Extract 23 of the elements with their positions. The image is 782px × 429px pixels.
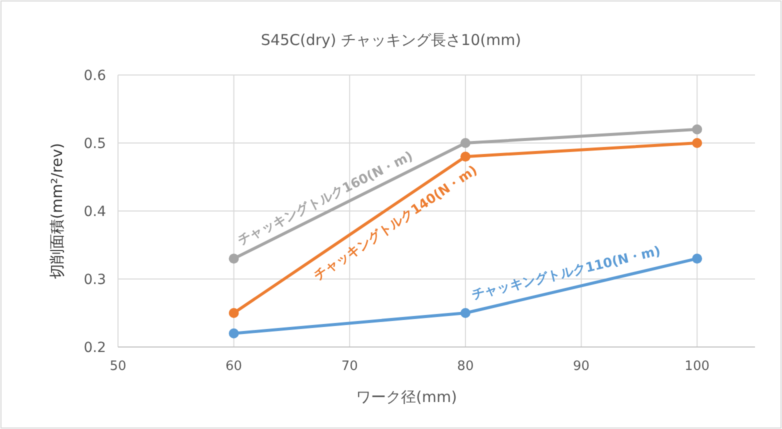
point bbox=[460, 138, 470, 148]
point bbox=[692, 124, 702, 134]
chart-title: S45C(dry) チャッキング長さ10(mm) bbox=[260, 31, 522, 49]
x-tick-label: 80 bbox=[457, 359, 474, 374]
point bbox=[692, 138, 702, 148]
point bbox=[460, 308, 470, 318]
y-axis-title: 切削面積(mm²/rev) bbox=[48, 143, 66, 279]
y-tick-label: 0.2 bbox=[84, 340, 106, 356]
y-tick-label: 0.3 bbox=[84, 272, 106, 288]
point bbox=[460, 152, 470, 162]
x-axis-title: ワーク径(mm) bbox=[356, 388, 457, 406]
x-tick-label: 90 bbox=[573, 359, 590, 374]
y-tick-label: 0.5 bbox=[84, 136, 106, 152]
point bbox=[228, 328, 239, 338]
x-tick-label: 60 bbox=[226, 359, 242, 374]
y-tick-label: 0.4 bbox=[84, 204, 106, 220]
x-tick-label: 50 bbox=[110, 359, 126, 374]
point bbox=[228, 308, 239, 318]
point bbox=[228, 254, 239, 264]
point bbox=[692, 254, 702, 264]
x-tick-label: 70 bbox=[341, 359, 358, 374]
y-tick-label: 0.6 bbox=[84, 68, 106, 84]
x-tick-label: 100 bbox=[684, 359, 710, 374]
